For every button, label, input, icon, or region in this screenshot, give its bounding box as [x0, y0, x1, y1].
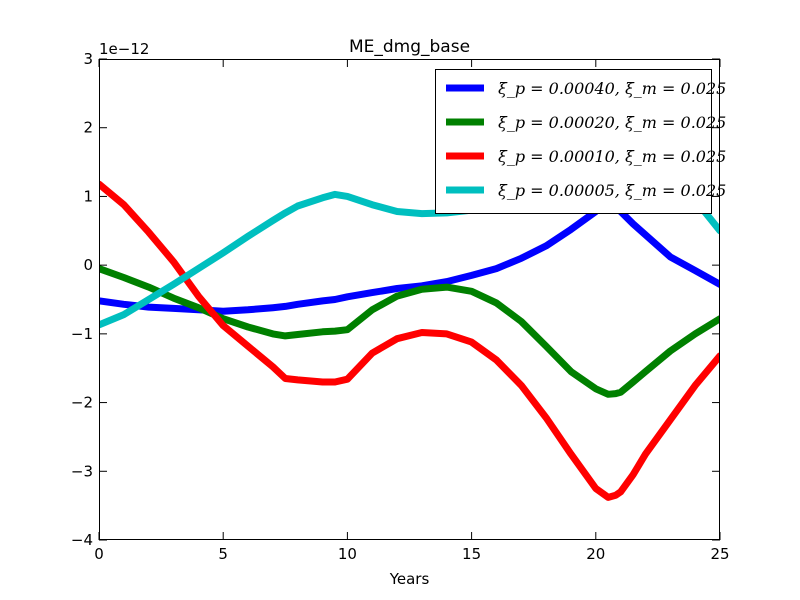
y-tick-label: −1 [71, 325, 93, 343]
y-tick-label: 2 [83, 119, 93, 137]
plot-frame [99, 59, 720, 540]
y-tick-label: −2 [71, 394, 93, 412]
legend: ξ_p = 0.00040, ξ_m = 0.025 ξ_p = 0.00020,… [435, 69, 726, 214]
y-tick-label: 0 [83, 256, 93, 274]
chart-title: ME_dmg_base [349, 37, 470, 57]
legend-label-1: ξ_p = 0.00040, ξ_m = 0.025 [498, 79, 726, 98]
x-tick-label: 15 [462, 545, 481, 563]
y-offset-text: 1e−12 [99, 40, 149, 58]
x-tick-label: 20 [586, 545, 605, 563]
x-tick-label: 0 [94, 545, 104, 563]
x-tick-label: 10 [338, 545, 357, 563]
series-line-3 [99, 180, 720, 501]
x-tick-label: 25 [710, 545, 729, 563]
y-tick-label: 1 [83, 187, 93, 205]
y-tick-label: −3 [71, 462, 93, 480]
x-tick-label: 5 [218, 545, 228, 563]
legend-label-3: ξ_p = 0.00010, ξ_m = 0.025 [498, 147, 726, 166]
y-tick-label: −4 [71, 531, 93, 549]
ticks-layer: 0 5 10 15 20 25 −4 −3 −2 −1 0 1 2 3 [71, 50, 730, 563]
series-line-2 [99, 265, 720, 398]
y-tick-label: 3 [83, 50, 93, 68]
legend-label-2: ξ_p = 0.00020, ξ_m = 0.025 [498, 113, 726, 132]
x-axis-label: Years [389, 570, 430, 588]
legend-label-4: ξ_p = 0.00005, ξ_m = 0.025 [498, 181, 726, 200]
